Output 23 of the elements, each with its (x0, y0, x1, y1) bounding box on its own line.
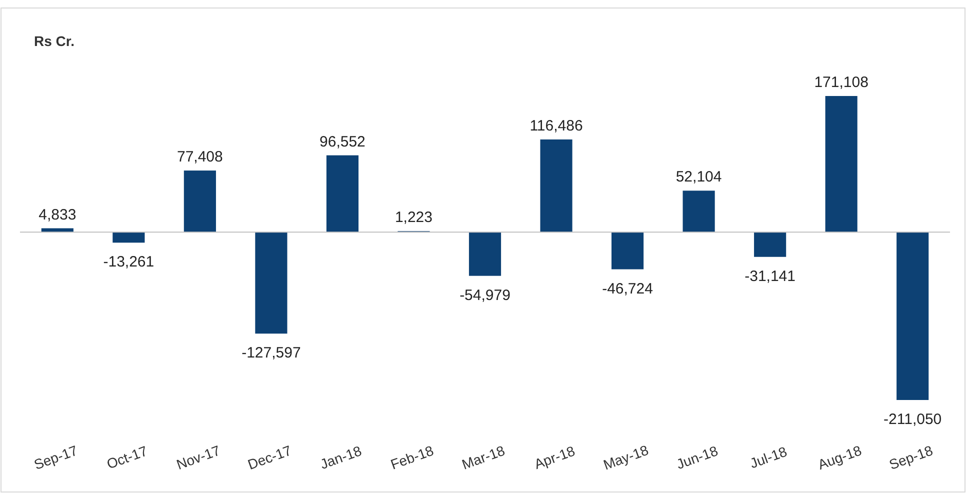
data-label: 96,552 (320, 133, 366, 150)
data-label: 116,486 (530, 117, 583, 134)
x-tick-label: Jun-18 (674, 442, 720, 472)
x-tick-label: Apr-18 (532, 442, 578, 472)
data-label: -211,050 (884, 411, 942, 428)
data-label: 4,833 (38, 206, 76, 224)
x-tick-label: Jan-18 (318, 442, 364, 472)
data-label: -31,141 (744, 268, 796, 285)
data-label: 77,408 (176, 148, 223, 166)
data-label: -54,979 (460, 286, 510, 304)
x-tick-label: Feb-18 (388, 442, 436, 472)
y-axis-title: Rs Cr. (34, 33, 74, 49)
x-tick-label: Sep-17 (32, 442, 80, 473)
data-label: -127,597 (242, 344, 301, 362)
data-label: 1,223 (394, 209, 433, 226)
data-label: 171,108 (814, 74, 868, 91)
x-tick-label: Oct-17 (104, 442, 150, 472)
data-label: -46,724 (602, 280, 653, 298)
x-tick-label: Jul-18 (748, 443, 790, 472)
data-label: 52,104 (676, 168, 722, 186)
x-tick-label: Sep-18 (886, 442, 936, 473)
x-tick-label: Mar-18 (460, 442, 508, 472)
data-label: -13,261 (103, 254, 154, 271)
